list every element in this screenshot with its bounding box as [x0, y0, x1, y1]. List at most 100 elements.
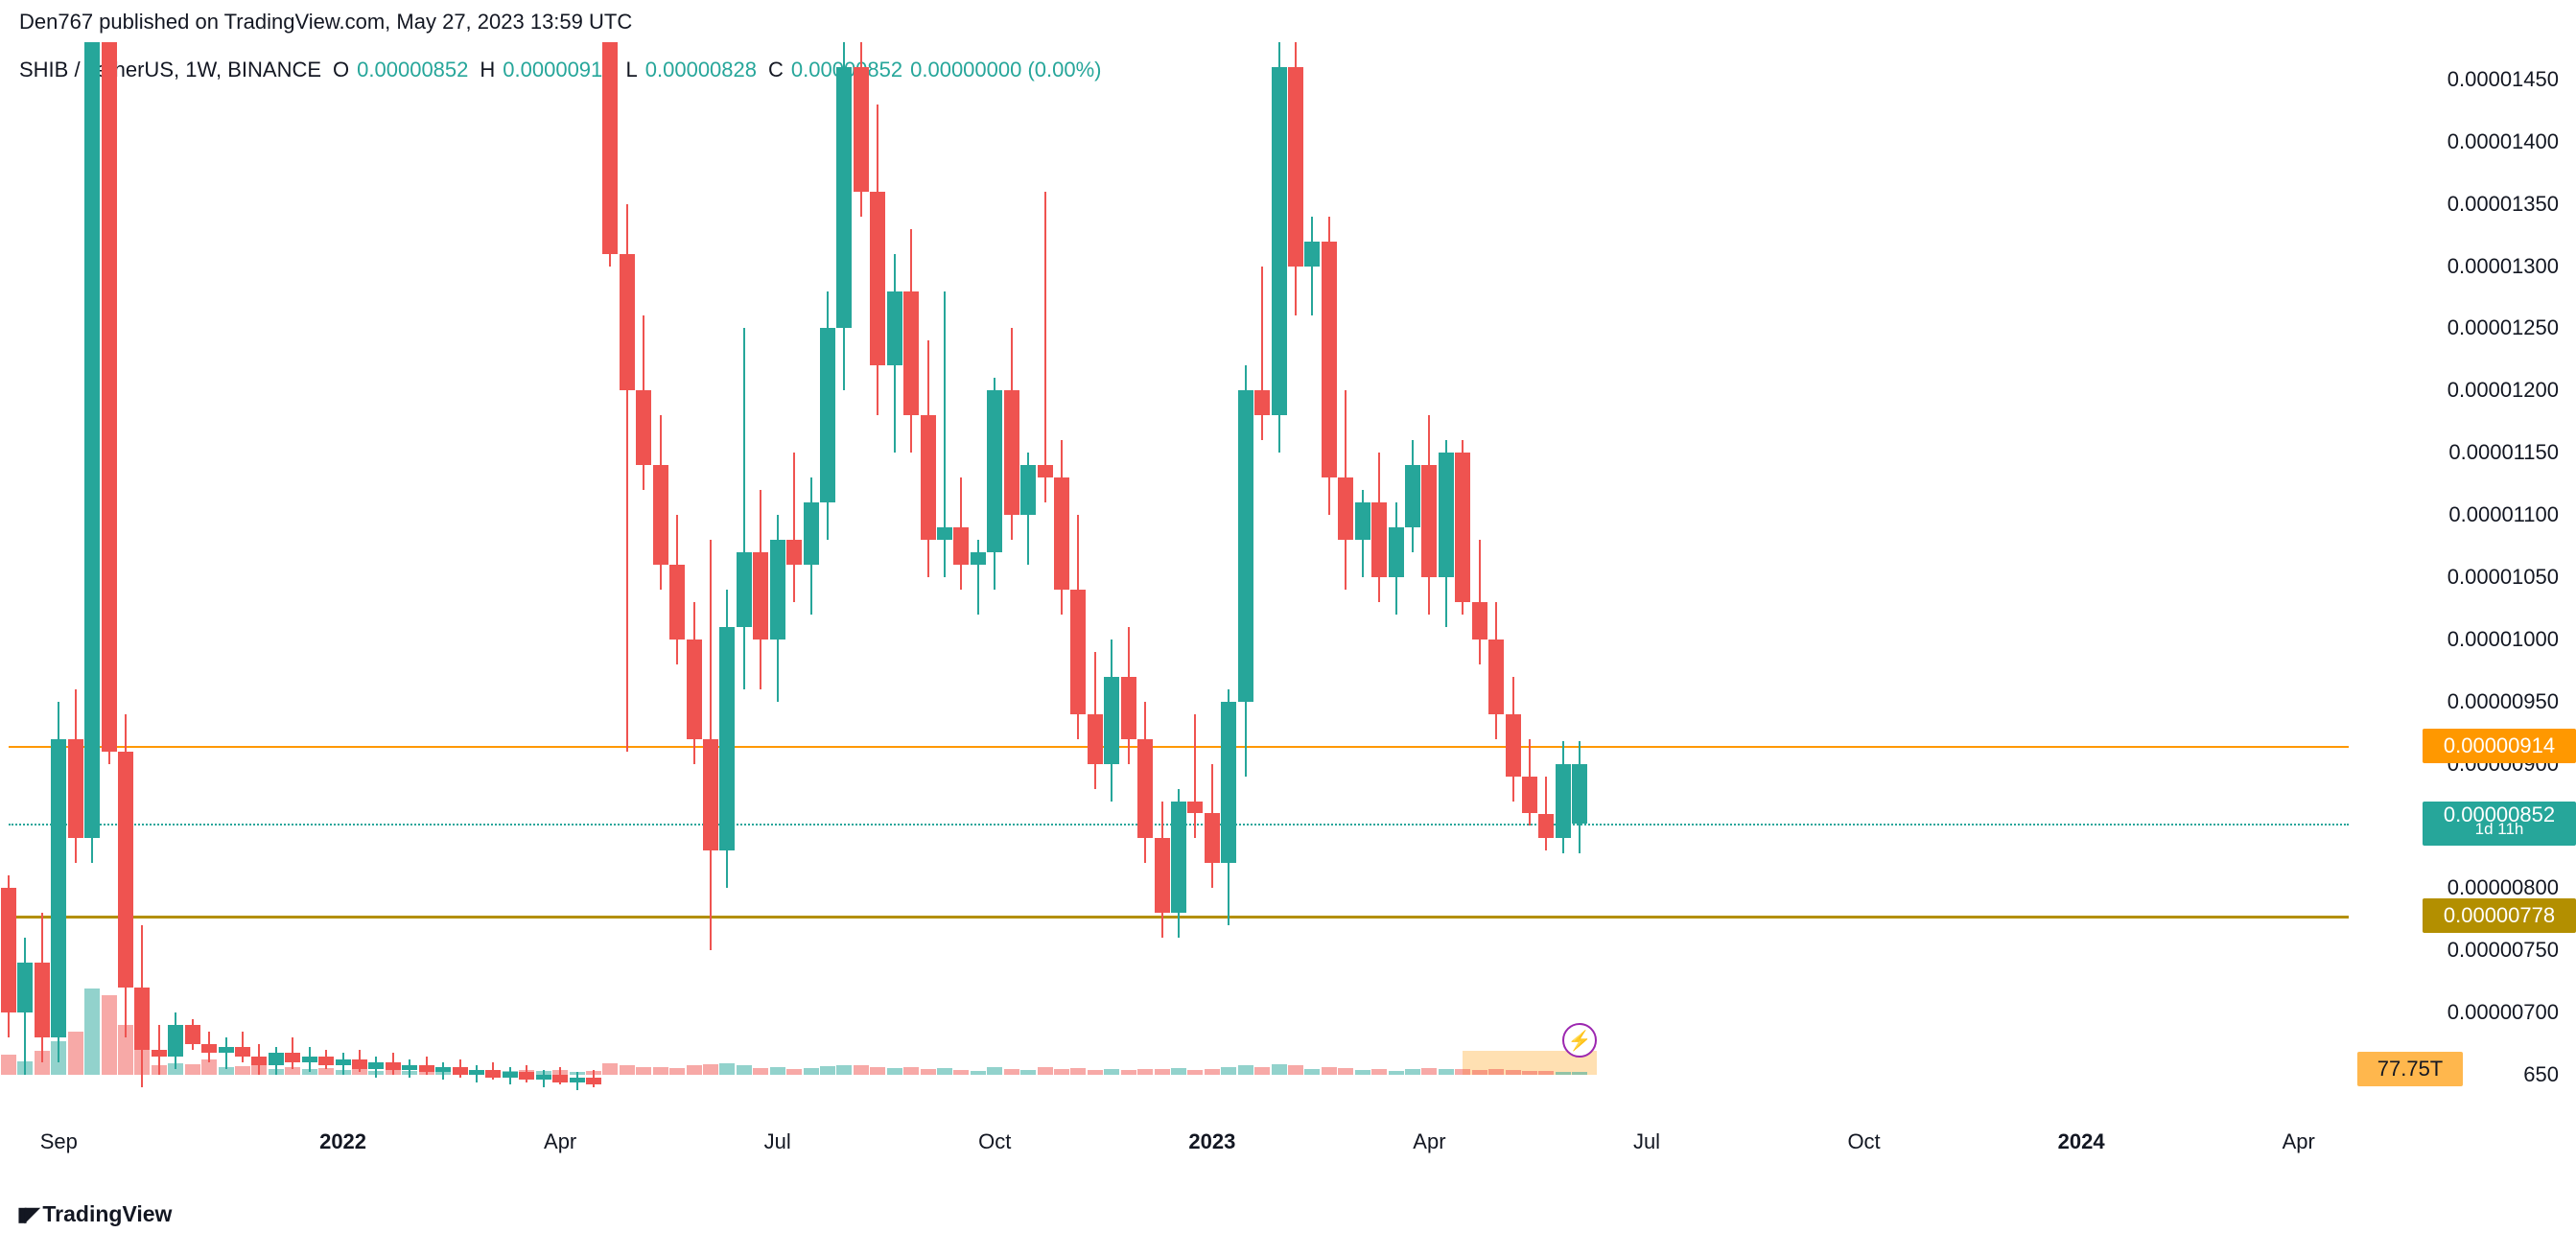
volume-bar: [102, 995, 117, 1075]
candle: [1020, 453, 1036, 565]
volume-bar: [770, 1067, 785, 1075]
publish-text: Den767 published on TradingView.com, May…: [19, 10, 632, 34]
volume-bar: [1070, 1068, 1086, 1075]
candle: [1, 875, 16, 1037]
chart-area[interactable]: ⚡: [9, 42, 2349, 1075]
volume-bar: [402, 1071, 417, 1075]
volume-bar: [1272, 1064, 1287, 1075]
price-axis[interactable]: 0.000014500.000014000.000013500.00001300…: [2350, 42, 2576, 1075]
candle: [1205, 764, 1220, 889]
candle: [786, 453, 802, 602]
candle: [719, 590, 735, 888]
candle: [102, 42, 117, 764]
volume-bar: [17, 1061, 33, 1075]
price-label: 77.75T: [2357, 1052, 2463, 1086]
volume-bar: [937, 1068, 952, 1075]
x-tick: Apr: [1413, 1129, 1445, 1154]
candle: [953, 477, 969, 590]
candle: [1254, 267, 1270, 441]
volume-bar: [971, 1071, 986, 1075]
candle: [1155, 802, 1170, 939]
volume-bar: [1088, 1070, 1103, 1075]
volume-bar: [870, 1067, 885, 1075]
candle: [703, 540, 718, 950]
volume-bar: [1472, 1070, 1487, 1075]
candle: [653, 415, 668, 590]
candle: [1338, 390, 1353, 590]
time-axis[interactable]: Sep2022AprJulOct2023AprJulOct2024Apr: [9, 1129, 2349, 1168]
volume-bar: [485, 1071, 501, 1076]
y-tick: 0.00001000: [2447, 627, 2559, 652]
volume-bar: [318, 1068, 334, 1075]
candle: [570, 1072, 585, 1089]
volume-bar: [1355, 1070, 1370, 1075]
candle: [753, 490, 768, 689]
volume-bar: [1, 1055, 16, 1075]
candle: [1572, 741, 1587, 853]
candle: [1054, 440, 1069, 615]
volume-bar: [519, 1070, 534, 1075]
candle: [318, 1050, 334, 1068]
candle: [937, 291, 952, 577]
volume-bar: [1155, 1069, 1170, 1075]
volume-bar: [1522, 1071, 1537, 1075]
y-tick: 0.00001250: [2447, 315, 2559, 340]
volume-bar: [352, 1069, 367, 1075]
candle: [1421, 415, 1437, 615]
x-tick: Jul: [764, 1129, 791, 1154]
candle: [669, 515, 685, 664]
candle: [804, 477, 819, 615]
tradingview-logo-icon: ▮◤: [17, 1202, 36, 1226]
volume-bar: [636, 1067, 651, 1075]
candle: [1104, 640, 1119, 802]
candle: [1472, 540, 1487, 664]
volume-bar: [1488, 1069, 1504, 1075]
candle: [737, 328, 752, 688]
volume-bar: [219, 1067, 234, 1075]
volume-bar: [1338, 1068, 1353, 1075]
volume-bar: [1137, 1069, 1153, 1075]
candle: [185, 1019, 200, 1050]
candle: [1137, 702, 1153, 864]
volume-bar: [836, 1065, 852, 1075]
candle: [820, 291, 835, 541]
candle: [687, 602, 702, 764]
candle: [602, 42, 618, 267]
candle: [1004, 328, 1019, 540]
y-tick: 650: [2523, 1062, 2559, 1087]
volume-bar: [953, 1070, 969, 1075]
volume-bar: [1371, 1069, 1387, 1075]
candle: [503, 1067, 518, 1084]
x-tick: 2024: [2058, 1129, 2105, 1154]
x-tick: 2022: [319, 1129, 366, 1154]
volume-bar: [620, 1065, 635, 1075]
x-tick: 2023: [1188, 1129, 1235, 1154]
candle: [1455, 440, 1470, 615]
volume-bar: [1221, 1067, 1236, 1075]
volume-bar: [1439, 1069, 1454, 1075]
volume-bar: [786, 1069, 802, 1075]
candle: [921, 340, 936, 577]
volume-bar: [570, 1072, 585, 1075]
volume-bar: [687, 1065, 702, 1075]
x-tick: Oct: [978, 1129, 1011, 1154]
candle: [1439, 440, 1454, 627]
volume-bar: [1205, 1069, 1220, 1075]
volume-bar: [1054, 1069, 1069, 1075]
candle: [1488, 602, 1504, 739]
volume-bar: [469, 1072, 484, 1075]
candle: [971, 540, 986, 615]
volume-bar: [1004, 1069, 1019, 1075]
volume-bar: [1506, 1070, 1521, 1075]
candle: [1070, 515, 1086, 739]
volume-bar: [251, 1065, 267, 1075]
candle: [620, 204, 635, 752]
volume-bar: [552, 1070, 568, 1075]
volume-bar: [1304, 1069, 1320, 1075]
y-tick: 0.00001200: [2447, 378, 2559, 403]
volume-bar: [753, 1068, 768, 1075]
volume-bar: [536, 1071, 551, 1075]
candle: [1322, 217, 1337, 515]
watermark-text: TradingView: [42, 1201, 172, 1227]
x-tick: Apr: [2283, 1129, 2315, 1154]
